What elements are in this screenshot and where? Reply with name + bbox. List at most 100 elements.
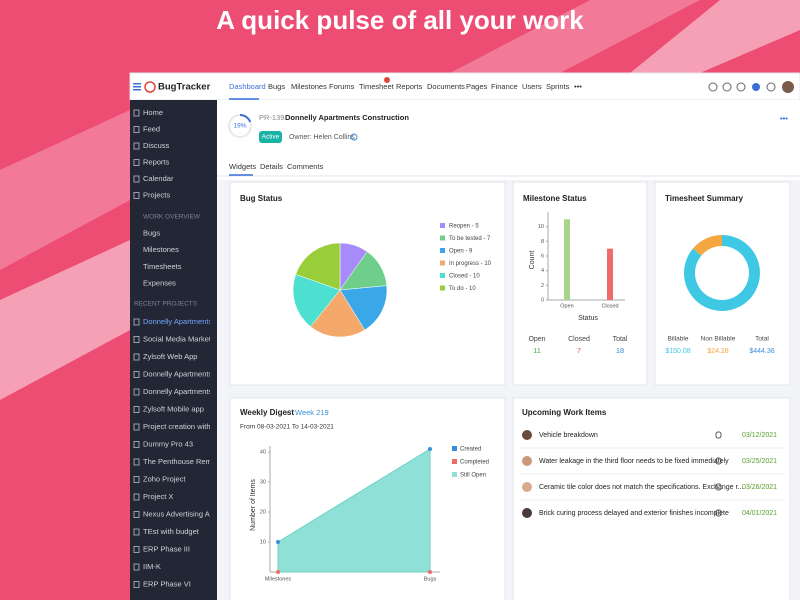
legend-label: Completed — [460, 460, 489, 466]
legend-swatch — [452, 446, 457, 451]
nav-item[interactable]: Dashboard — [229, 82, 266, 91]
stripe — [630, 0, 800, 73]
legend-label: Still Open — [460, 473, 486, 479]
point — [428, 570, 432, 574]
legend-label: Closed - 10 — [449, 274, 480, 280]
week-arrow[interactable]: › — [286, 408, 289, 417]
recent-project[interactable]: Project creation with la — [143, 422, 219, 431]
avatar[interactable] — [782, 81, 794, 93]
y-axis-label: Number of Items — [250, 479, 257, 531]
nav-item[interactable]: Bugs — [268, 82, 285, 91]
legend-label: In progress - 10 — [449, 261, 492, 267]
item-title[interactable]: Vehicle breakdown — [539, 432, 598, 439]
item-title[interactable]: Water leakage in the third floor needs t… — [539, 458, 729, 465]
card-title: Weekly Digest — [240, 408, 294, 417]
nav-item[interactable]: Forums — [329, 82, 355, 91]
legend-swatch — [440, 273, 445, 278]
tab[interactable]: Details — [260, 162, 283, 171]
y-tick-label: 4 — [541, 268, 544, 274]
sidebar-item[interactable]: Milestones — [143, 245, 179, 254]
section-title: WORK OVERVIEW — [143, 214, 201, 221]
toolbar-icon[interactable] — [752, 83, 760, 91]
nav-item[interactable]: Timesheet — [359, 82, 395, 91]
card-title: Upcoming Work Items — [522, 408, 607, 417]
nav-item[interactable]: Sprints — [546, 82, 570, 91]
recent-project[interactable]: Zoho Project — [143, 474, 186, 483]
toolbar-icon[interactable] — [736, 82, 746, 92]
nav-item[interactable]: Documents — [427, 82, 465, 91]
bar — [607, 248, 613, 300]
y-tick-label: 2 — [541, 283, 544, 289]
headline: A quick pulse of all your work — [216, 5, 584, 35]
tab[interactable]: Comments — [287, 162, 324, 171]
project-name: Donnelly Apartments Construction — [285, 113, 409, 122]
recent-project[interactable]: TEst with budget — [143, 527, 200, 536]
sidebar-item[interactable]: Timesheets — [143, 262, 182, 271]
y-axis-label: Count — [529, 251, 536, 270]
project-icon — [133, 476, 140, 483]
recent-project[interactable]: Social Media Marketing — [143, 334, 221, 343]
x-tick-label: Milestones — [265, 576, 292, 582]
legend-label: To be tested - 7 — [449, 236, 491, 242]
project-icon — [133, 493, 140, 501]
y-tick-label: 8 — [541, 239, 544, 245]
nav-item[interactable]: Reports — [396, 82, 423, 91]
nav-icon — [133, 159, 140, 166]
recent-project[interactable]: Dummy Pro 43 — [143, 439, 193, 448]
project-icon — [133, 388, 140, 396]
legend-swatch — [440, 223, 445, 228]
stripe — [450, 0, 700, 73]
item-date: 03/26/2021 — [742, 484, 777, 491]
sidebar-item[interactable]: Feed — [143, 124, 160, 133]
more-menu[interactable]: ••• — [780, 114, 788, 123]
recent-project[interactable]: Donnelly Apartments C — [143, 369, 220, 378]
legend-swatch — [452, 472, 457, 477]
sidebar — [130, 100, 217, 600]
week-selector[interactable]: Week 219 — [295, 408, 329, 417]
item-date: 03/25/2021 — [742, 458, 777, 465]
menu-icon[interactable] — [133, 83, 141, 85]
recent-project[interactable]: Donnelly Apartments C — [143, 387, 220, 396]
recent-project[interactable]: ERP Phase VI — [143, 579, 191, 588]
recent-project[interactable]: IIM-K — [143, 562, 161, 571]
project-icon — [133, 546, 140, 553]
status-badge[interactable] — [259, 131, 282, 143]
y-tick-label: 6 — [541, 253, 544, 259]
sidebar-item[interactable]: Calendar — [143, 174, 174, 183]
sidebar-item[interactable]: Discuss — [143, 141, 170, 150]
nav-item[interactable]: Users — [522, 82, 542, 91]
tab[interactable]: Widgets — [229, 162, 256, 171]
recent-project[interactable]: ERP Phase III — [143, 544, 190, 553]
project-icon — [133, 441, 140, 448]
toolbar-icon[interactable] — [766, 82, 776, 92]
nav-item[interactable]: Pages — [466, 82, 488, 91]
recent-project[interactable]: The Penthouse Remode — [143, 457, 224, 466]
x-axis-label: Status — [578, 315, 598, 322]
bar — [564, 219, 570, 300]
nav-item[interactable]: Finance — [491, 82, 518, 91]
recent-project[interactable]: Nexus Advertising Age — [143, 509, 218, 518]
nav-item[interactable]: ••• — [574, 82, 582, 91]
recent-project[interactable]: Donnelly Apartments C — [143, 317, 220, 326]
nav-item[interactable]: Milestones — [291, 82, 327, 91]
recent-project[interactable]: Zylsoft Web App — [143, 352, 197, 361]
sidebar-item[interactable]: Bugs — [143, 228, 160, 237]
item-title[interactable]: Ceramic tile color does not match the sp… — [539, 484, 743, 491]
toolbar-icon[interactable] — [722, 82, 732, 92]
y-tick-label: 40 — [260, 449, 266, 455]
toolbar-icon[interactable] — [708, 82, 718, 92]
recent-project[interactable]: Project X — [143, 492, 173, 501]
item-title[interactable]: Brick curing process delayed and exterio… — [539, 510, 729, 517]
project-id: PR-139 — [259, 113, 284, 122]
recent-project[interactable]: Zylsoft Mobile app — [143, 404, 204, 413]
sidebar-item[interactable]: Reports — [143, 157, 170, 166]
avatar — [522, 456, 532, 466]
summary-label: Total — [613, 336, 628, 343]
donut-slice — [692, 235, 722, 256]
sidebar-item[interactable]: Projects — [143, 190, 170, 199]
sidebar-item[interactable]: Home — [143, 108, 163, 117]
menu-icon — [133, 86, 141, 88]
summary-value: $150.08 — [665, 348, 690, 355]
info-icon[interactable] — [350, 133, 358, 141]
sidebar-item[interactable]: Expenses — [143, 279, 176, 288]
